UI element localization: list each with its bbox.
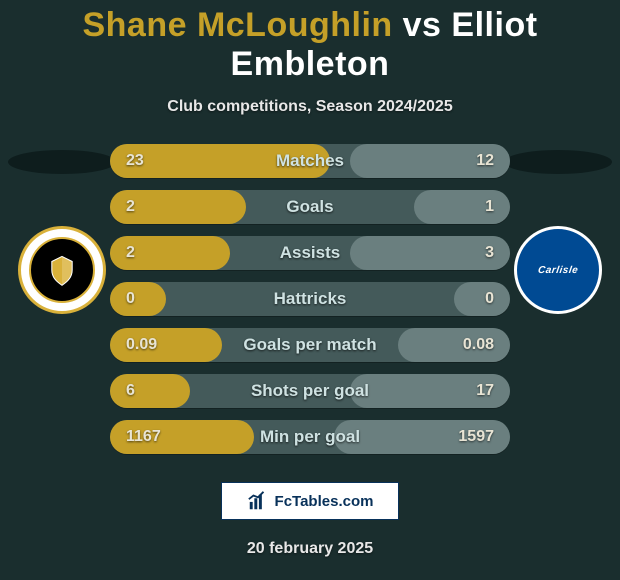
stat-row: 00Hattricks — [110, 282, 510, 316]
stat-row: 23Assists — [110, 236, 510, 270]
club-badge-left — [18, 226, 106, 314]
stat-row: 11671597Min per goal — [110, 420, 510, 454]
stat-label: Goals per match — [110, 328, 510, 362]
stat-label: Matches — [110, 144, 510, 178]
header: Shane McLoughlin vs Elliot Embleton Club… — [0, 0, 620, 116]
date-text: 20 february 2025 — [0, 540, 620, 558]
club-badge-right: Carlisle — [514, 226, 602, 314]
club-badge-left-core — [29, 237, 95, 303]
stat-row: 21Goals — [110, 190, 510, 224]
subtitle: Club competitions, Season 2024/2025 — [0, 98, 620, 116]
stat-label: Shots per goal — [110, 374, 510, 408]
stat-row: 0.090.08Goals per match — [110, 328, 510, 362]
vs-text: vs — [403, 6, 442, 44]
club-badge-right-text: Carlisle — [537, 265, 579, 276]
player1-shadow — [8, 150, 116, 174]
chart-icon — [247, 490, 269, 512]
stat-label: Min per goal — [110, 420, 510, 454]
stat-label: Goals — [110, 190, 510, 224]
page-title: Shane McLoughlin vs Elliot Embleton — [0, 6, 620, 84]
stat-row: 617Shots per goal — [110, 374, 510, 408]
shield-icon — [45, 253, 79, 287]
brand-badge: FcTables.com — [221, 482, 399, 520]
comparison-stage: Carlisle 2312Matches 21Goals 23Assists 00Ha… — [0, 144, 620, 474]
stat-label: Hattricks — [110, 282, 510, 316]
player2-shadow — [504, 150, 612, 174]
stat-rows: 2312Matches 21Goals 23Assists 00Hattricks 0.… — [110, 144, 510, 466]
stat-label: Assists — [110, 236, 510, 270]
stat-row: 2312Matches — [110, 144, 510, 178]
brand-text: FcTables.com — [275, 493, 374, 510]
player1-name: Shane McLoughlin — [82, 6, 392, 44]
